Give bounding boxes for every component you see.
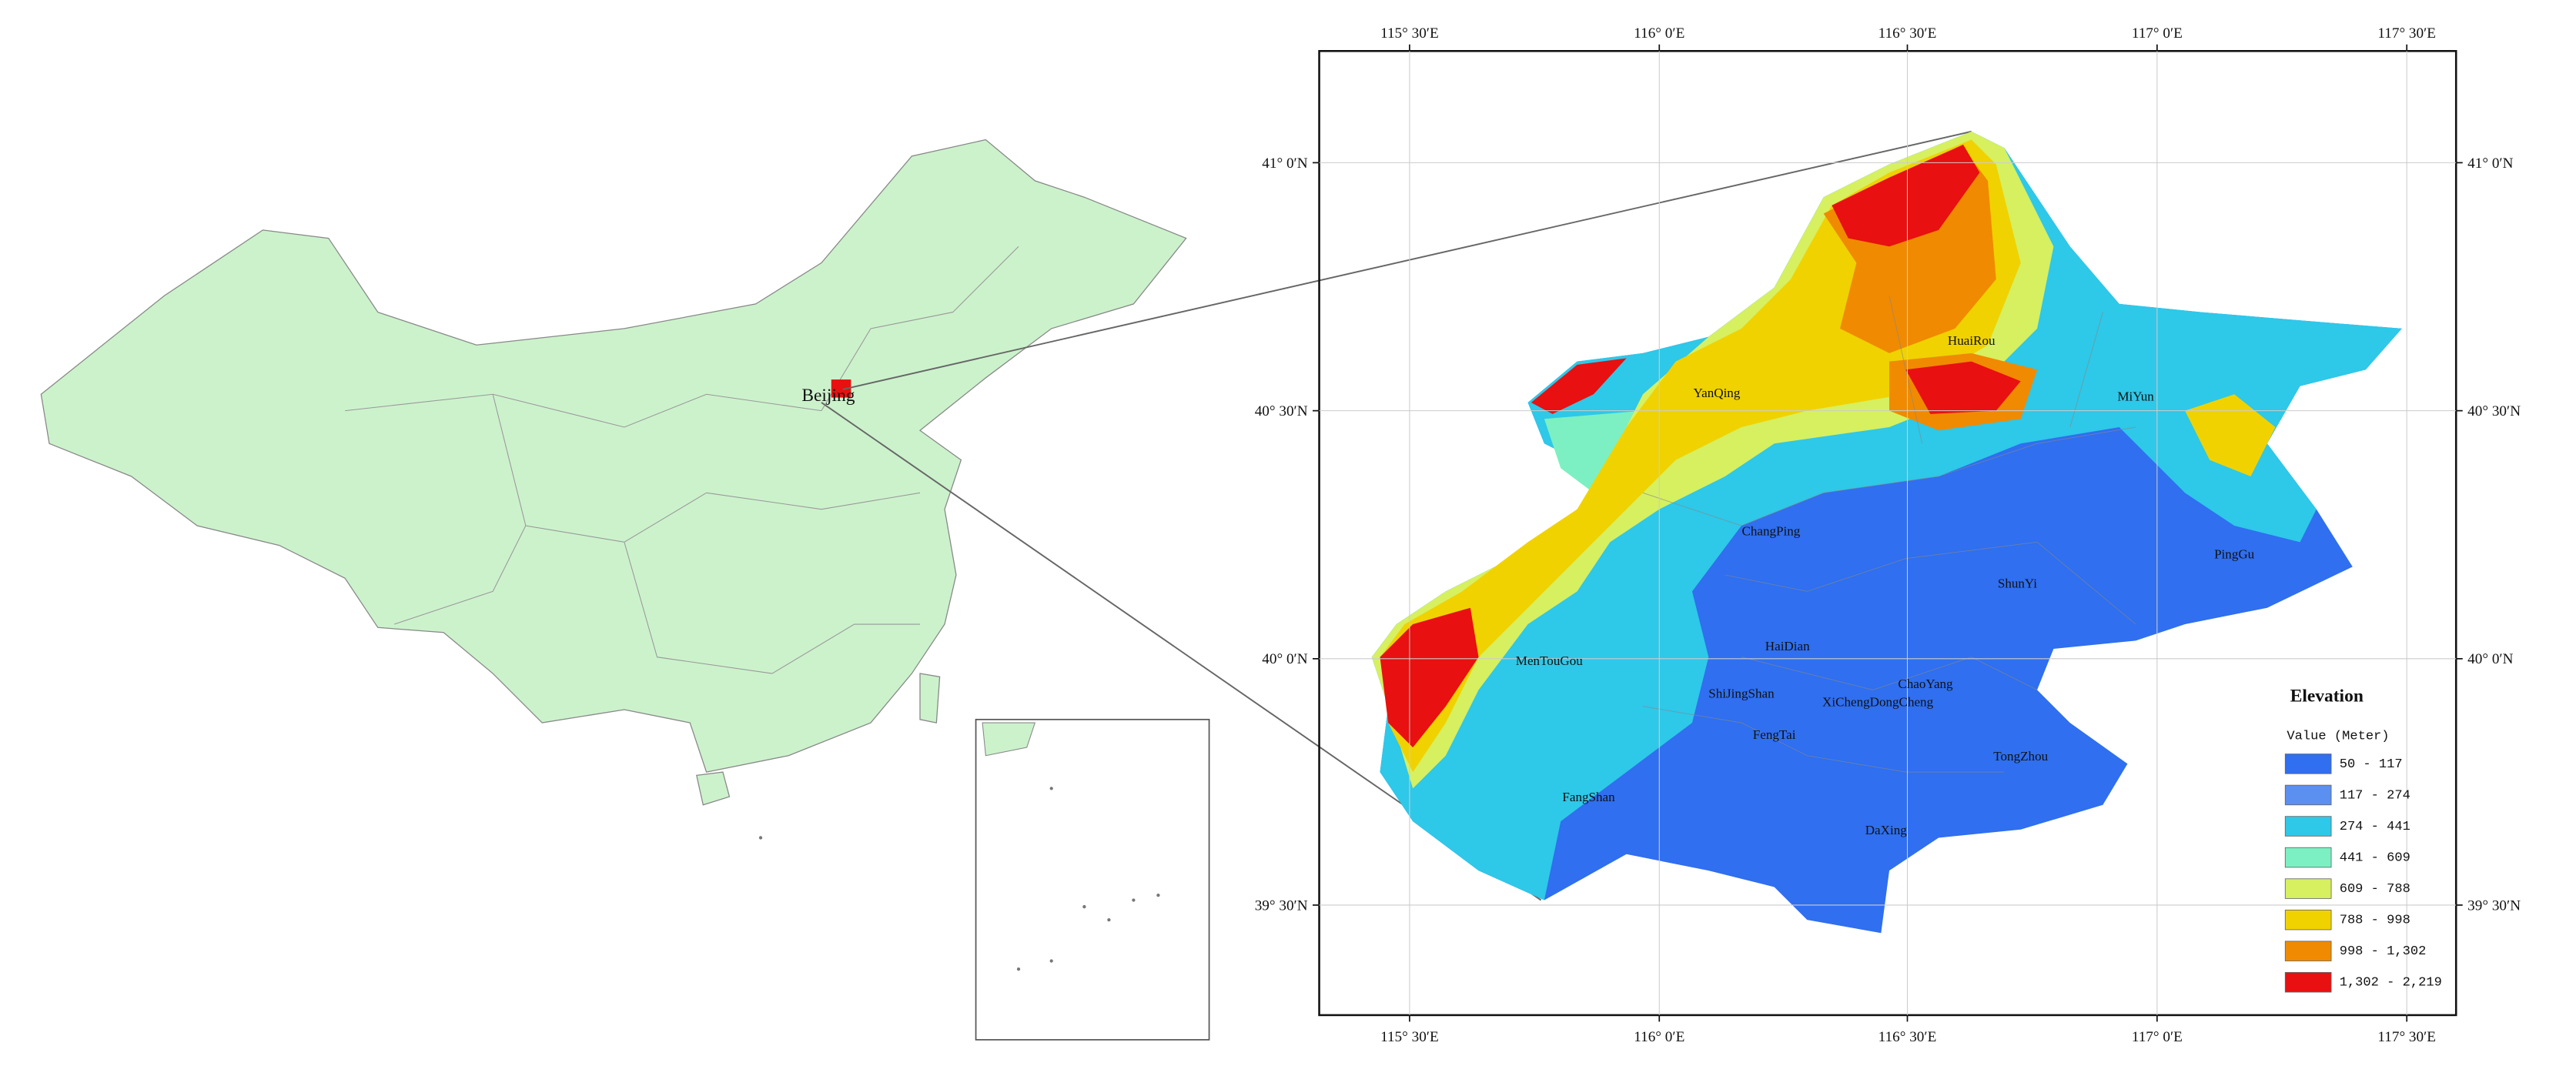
south-china-sea-inset xyxy=(975,718,1210,1041)
district-label: ChangPing xyxy=(1741,523,1800,538)
district-label: PingGu xyxy=(2214,546,2255,561)
lon-label: 116° 30′E xyxy=(1878,1029,1937,1045)
taiwan xyxy=(919,673,941,723)
islands xyxy=(758,787,1160,971)
district-label: FangShan xyxy=(1562,790,1615,804)
legend-label: 274 - 441 xyxy=(2340,820,2410,834)
lat-label: 40° 0′N xyxy=(2467,651,2513,667)
lat-label: 39° 30′N xyxy=(2467,897,2521,914)
legend-swatch xyxy=(2284,784,2332,806)
district-label: YanQing xyxy=(1694,386,1741,400)
district-label: XiChengDongCheng xyxy=(1822,694,1934,709)
china-map: Beijing xyxy=(40,130,1972,1041)
beijing-marker xyxy=(831,379,851,398)
district-label: FengTai xyxy=(1753,727,1796,742)
legend-subtitle: Value (Meter) xyxy=(2287,730,2389,744)
lat-label: 39° 30′N xyxy=(1255,897,1308,914)
lon-label: 117° 30′E xyxy=(2377,25,2436,42)
district-labels: YanQing HuaiRou MiYun ChangPing ShunYi PingGu… xyxy=(1516,333,2255,837)
legend-swatch xyxy=(2284,909,2332,931)
china-outline xyxy=(40,139,1187,773)
district-label: MenTouGou xyxy=(1516,653,1583,668)
beijing-map: 115° 30′E 115° 30′E 116° 0′E 116° 0′E 116° 3… xyxy=(1255,25,2521,1045)
legend-label: 1,302 - 2,219 xyxy=(2340,976,2442,991)
legend-label: 998 - 1,302 xyxy=(2340,944,2427,959)
legend-swatch xyxy=(2284,941,2332,961)
elevation-zone xyxy=(1531,358,1627,414)
zoom-line xyxy=(842,130,1972,390)
lon-label: 115° 30′E xyxy=(1380,1029,1439,1045)
legend-title: Elevation xyxy=(2290,686,2364,706)
legend-label: 441 - 609 xyxy=(2340,851,2410,866)
elevation-zone xyxy=(1832,144,1980,247)
lon-label: 117° 0′E xyxy=(2132,25,2183,42)
legend: Elevation Value (Meter) 50 - 117 117 - 27… xyxy=(2284,686,2442,993)
lat-label: 41° 0′N xyxy=(1262,155,1307,172)
district-label: HaiDian xyxy=(1765,639,1810,653)
district-label: HuaiRou xyxy=(1948,333,1996,348)
lat-label: 40° 0′N xyxy=(1262,651,1307,667)
district-label: ChaoYang xyxy=(1898,677,1953,691)
lon-label: 117° 0′E xyxy=(2132,1029,2183,1045)
elevation-zone xyxy=(1371,131,2402,901)
elevation-zone xyxy=(1380,607,1479,748)
legend-label: 117 - 274 xyxy=(2340,788,2410,803)
map-frame xyxy=(1318,50,2457,1017)
district-label: ShiJingShan xyxy=(1708,687,1775,701)
legend-label: 609 - 788 xyxy=(2340,882,2410,897)
lon-label: 116° 30′E xyxy=(1878,25,1937,42)
lat-label: 41° 0′N xyxy=(2467,155,2513,172)
district-label: DaXing xyxy=(1865,823,1907,837)
legend-label: 788 - 998 xyxy=(2340,914,2410,928)
legend-label: 50 - 117 xyxy=(2340,757,2403,772)
lon-label: 116° 0′E xyxy=(1634,1029,1684,1045)
lon-label: 115° 30′E xyxy=(1380,25,1439,42)
graticule: 115° 30′E 115° 30′E 116° 0′E 116° 0′E 116° 3… xyxy=(1255,25,2521,1045)
legend-swatch xyxy=(2284,754,2332,774)
district-borders xyxy=(1642,296,2136,773)
lat-label: 40° 30′N xyxy=(2467,403,2521,419)
hainan xyxy=(696,771,731,806)
lon-label: 117° 30′E xyxy=(2377,1029,2436,1045)
lat-label: 40° 30′N xyxy=(1255,403,1308,419)
legend-swatch xyxy=(2284,878,2332,899)
legend-swatch xyxy=(2284,971,2332,993)
legend-swatch xyxy=(2284,816,2332,837)
district-label: ShunYi xyxy=(1998,576,2037,591)
inset-coast xyxy=(982,722,1036,757)
elevation-zone xyxy=(1905,361,2021,414)
legend-swatch xyxy=(2284,847,2332,868)
elevation-zone xyxy=(2185,394,2276,476)
lon-label: 116° 0′E xyxy=(1634,25,1684,42)
district-label: MiYun xyxy=(2117,389,2154,403)
district-label: TongZhou xyxy=(1993,749,2048,764)
province-borders xyxy=(345,246,1019,674)
